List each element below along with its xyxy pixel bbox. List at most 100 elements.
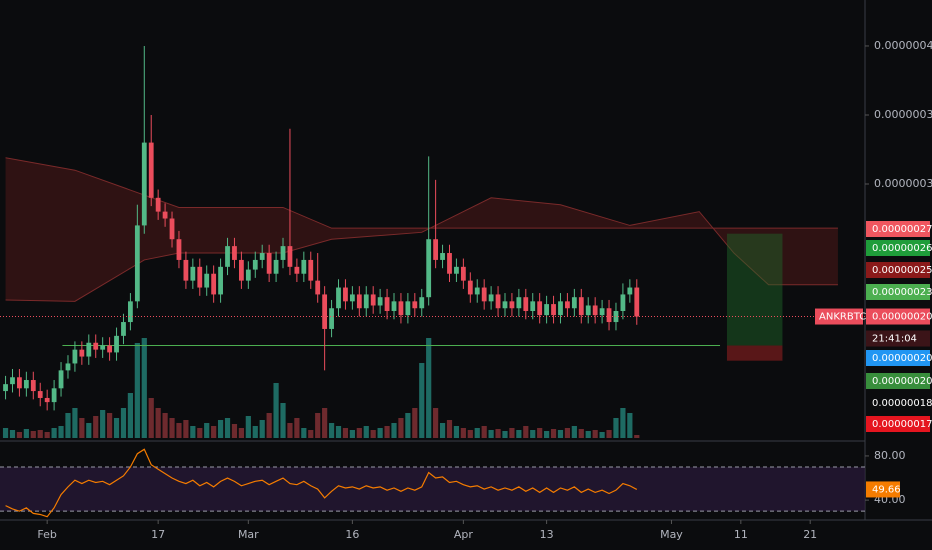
rsi-line xyxy=(5,448,638,518)
volume-bar xyxy=(557,430,564,438)
volume-bar xyxy=(308,430,314,438)
candle-body xyxy=(238,259,244,281)
volume-bar xyxy=(120,408,127,438)
candle-body xyxy=(162,211,168,219)
volume-bar xyxy=(384,426,390,438)
volume-bar xyxy=(488,430,494,438)
candle-body xyxy=(315,280,321,295)
volume-bar xyxy=(134,343,140,438)
last-price-tag xyxy=(866,308,930,325)
volume-bar xyxy=(183,420,189,438)
candle-body xyxy=(433,239,439,260)
candle-body xyxy=(79,349,85,357)
price-tag xyxy=(866,395,930,411)
volume-bar xyxy=(51,428,57,438)
candle-body xyxy=(412,301,418,309)
volume-bar xyxy=(578,429,584,438)
candle-body xyxy=(377,297,383,306)
volume-bar xyxy=(509,428,515,438)
price-tag-label: 0.00000020 xyxy=(872,353,932,364)
candle-body xyxy=(336,287,341,309)
volume-bar xyxy=(412,408,418,438)
symbol-tag xyxy=(815,308,863,325)
candle-body xyxy=(495,294,501,309)
candle-body xyxy=(30,380,36,392)
volume-bar xyxy=(86,423,92,438)
volume-bar xyxy=(342,428,349,438)
volume-bar xyxy=(294,418,300,438)
volume-bar xyxy=(571,426,577,438)
position-loss xyxy=(726,345,783,361)
candle-body xyxy=(634,287,640,317)
candle-body xyxy=(148,142,154,198)
candle-body xyxy=(585,305,591,316)
volume-bar xyxy=(349,430,355,438)
x-tick-label: 16 xyxy=(345,528,359,541)
candle-body xyxy=(23,380,29,389)
volume-bar xyxy=(606,430,612,438)
volume-bar xyxy=(141,338,147,438)
volume-bar xyxy=(2,428,9,438)
volume-bar xyxy=(363,426,369,438)
volume-bar xyxy=(370,430,376,438)
volume-bar xyxy=(224,418,231,438)
volume-bar xyxy=(537,428,543,438)
volume-bar xyxy=(433,408,439,438)
volume-bar xyxy=(481,426,487,438)
candle-body xyxy=(551,304,556,316)
candle-body xyxy=(509,301,515,309)
candle-body xyxy=(287,246,293,267)
candle-body xyxy=(121,322,126,336)
candle-body xyxy=(308,259,314,281)
volume-bar xyxy=(259,420,265,438)
price-tag xyxy=(866,240,930,256)
price-tag xyxy=(866,350,930,366)
volume-bar xyxy=(474,428,480,438)
candle-body xyxy=(44,397,50,403)
candle-body xyxy=(204,273,210,288)
volume-bar xyxy=(176,423,182,438)
candle-body xyxy=(370,294,376,306)
candle-body xyxy=(252,259,258,270)
volume-bar xyxy=(148,398,154,438)
candle-body xyxy=(301,259,307,274)
volume-bar xyxy=(37,430,43,438)
candle-body xyxy=(176,239,182,260)
candle-body xyxy=(169,218,175,240)
candle-body xyxy=(10,377,15,385)
candle-body xyxy=(620,294,626,312)
price-tag xyxy=(866,416,930,432)
candle-body xyxy=(571,297,577,309)
volume-bar xyxy=(613,418,619,438)
candle-body xyxy=(405,301,411,316)
candle-body xyxy=(197,266,203,288)
x-tick-label: 17 xyxy=(151,528,165,541)
rsi-value-label: 49.66 xyxy=(872,484,901,495)
x-tick-label: 11 xyxy=(734,528,748,541)
volume-bar xyxy=(405,413,411,438)
volume-bar xyxy=(446,420,453,438)
candle-body xyxy=(100,345,106,350)
volume-bar xyxy=(100,410,106,438)
x-tick-label: May xyxy=(660,528,683,541)
volume-bar xyxy=(495,429,501,438)
candle-body xyxy=(183,259,189,281)
volume-bar xyxy=(544,431,550,438)
volume-bar xyxy=(155,408,161,438)
position-profit xyxy=(726,233,783,346)
price-tag-label: 0.00000020 xyxy=(872,376,932,387)
volume-bar xyxy=(252,426,258,438)
candle-body xyxy=(419,297,425,309)
volume-bar xyxy=(280,403,286,438)
candle-body xyxy=(363,294,369,309)
price-tag-label: 0.00000017 xyxy=(872,419,932,430)
candle-body xyxy=(65,363,71,371)
candle-body xyxy=(86,342,92,357)
candle-body xyxy=(426,239,432,298)
cloud-line xyxy=(5,197,838,302)
volume-bar xyxy=(328,423,335,438)
volume-bar xyxy=(231,424,238,438)
candle-body xyxy=(384,297,390,312)
candle-body xyxy=(537,301,543,316)
candle-body xyxy=(530,301,536,312)
